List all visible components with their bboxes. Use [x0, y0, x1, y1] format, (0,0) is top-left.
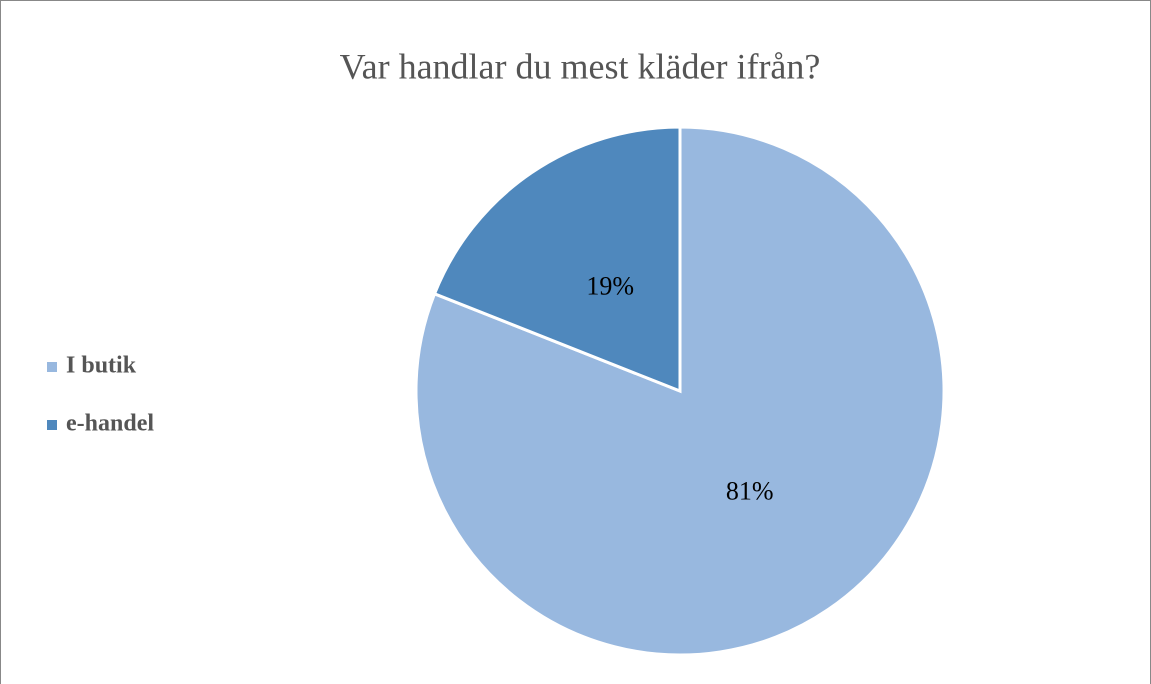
- legend-label: e-handel: [66, 411, 154, 437]
- data-label: 81%: [726, 477, 774, 506]
- legend-label: I butik: [66, 353, 137, 379]
- chart-title: Var handlar du mest kläder ifrån?: [340, 46, 821, 86]
- legend-swatch: [47, 420, 57, 430]
- pie-slice: [432, 125, 682, 394]
- legend-swatch: [47, 362, 57, 372]
- data-label: 19%: [586, 271, 634, 300]
